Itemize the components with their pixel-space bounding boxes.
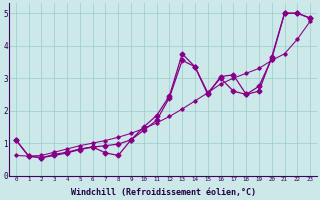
X-axis label: Windchill (Refroidissement éolien,°C): Windchill (Refroidissement éolien,°C) [70,188,255,197]
